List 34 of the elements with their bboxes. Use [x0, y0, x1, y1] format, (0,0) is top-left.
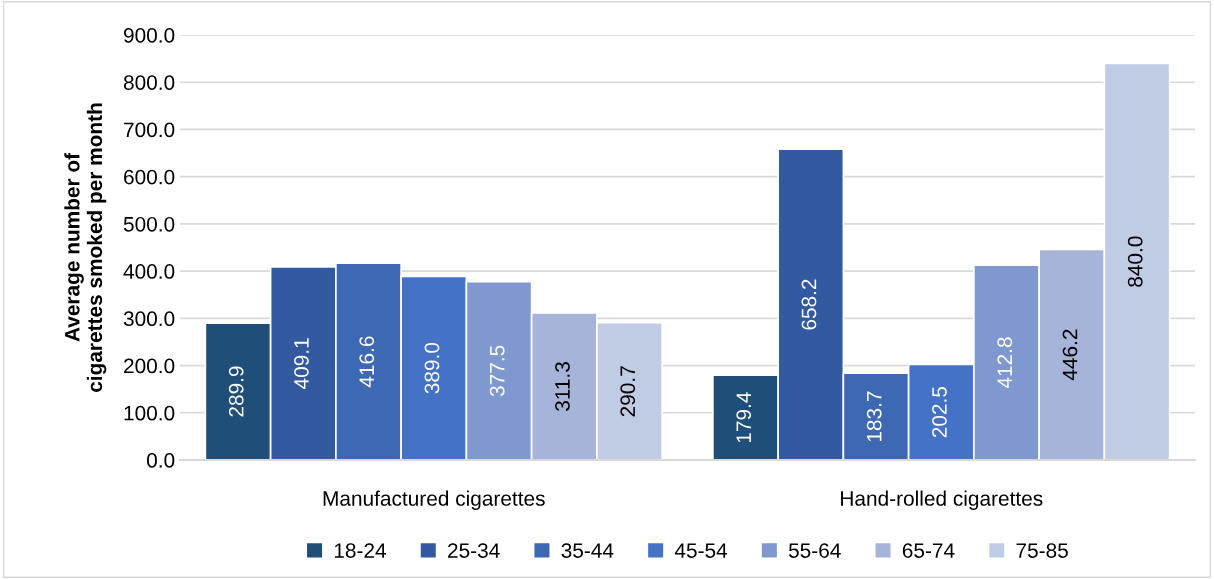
x-tick-label: Manufactured cigarettes	[323, 490, 545, 510]
legend-label: 55-64	[788, 543, 841, 558]
data-label: 412.8	[997, 337, 1013, 389]
y-tick-label: 700.0	[124, 122, 175, 138]
x-tick-label: Hand-rolled cigarettes	[841, 490, 1043, 510]
data-label: 377.5	[489, 345, 505, 397]
y-tick-label: 900.0	[123, 28, 175, 43]
y-tick-label: 800.0	[123, 75, 175, 90]
y-tick-label: 200.0	[124, 358, 175, 374]
data-label: 179.4	[736, 392, 752, 443]
data-label: 311.3	[555, 362, 570, 411]
data-label: 446.2	[1062, 329, 1078, 381]
y-axis-title: Average number of cigarettes smoked per month	[64, 103, 107, 392]
legend-label: 65-74	[902, 543, 955, 558]
data-label: 290.7	[620, 366, 636, 417]
data-label: 840.0	[1127, 236, 1143, 287]
legend-label: 35-44	[561, 543, 614, 558]
data-label: 416.6	[359, 336, 375, 388]
data-label: 389.0	[424, 342, 440, 394]
legend-label: 75-85	[1016, 543, 1068, 558]
y-tick-label: 600.0	[124, 169, 175, 185]
data-label: 409.1	[294, 338, 309, 389]
y-tick-label: 100.0	[124, 405, 175, 421]
data-label: 289.9	[228, 366, 244, 417]
data-label: 202.5	[932, 386, 947, 438]
data-label: 658.2	[801, 279, 817, 330]
y-tick-label: 400.0	[123, 264, 175, 279]
data-label: 183.7	[866, 391, 882, 442]
legend-label: 45-54	[674, 543, 728, 558]
legend-label: 18-24	[334, 543, 386, 558]
y-tick-label: 0.0	[146, 453, 175, 468]
y-tick-label: 300.0	[123, 311, 175, 327]
y-tick-label: 500.0	[123, 216, 175, 232]
legend-label: 25-34	[448, 543, 500, 558]
